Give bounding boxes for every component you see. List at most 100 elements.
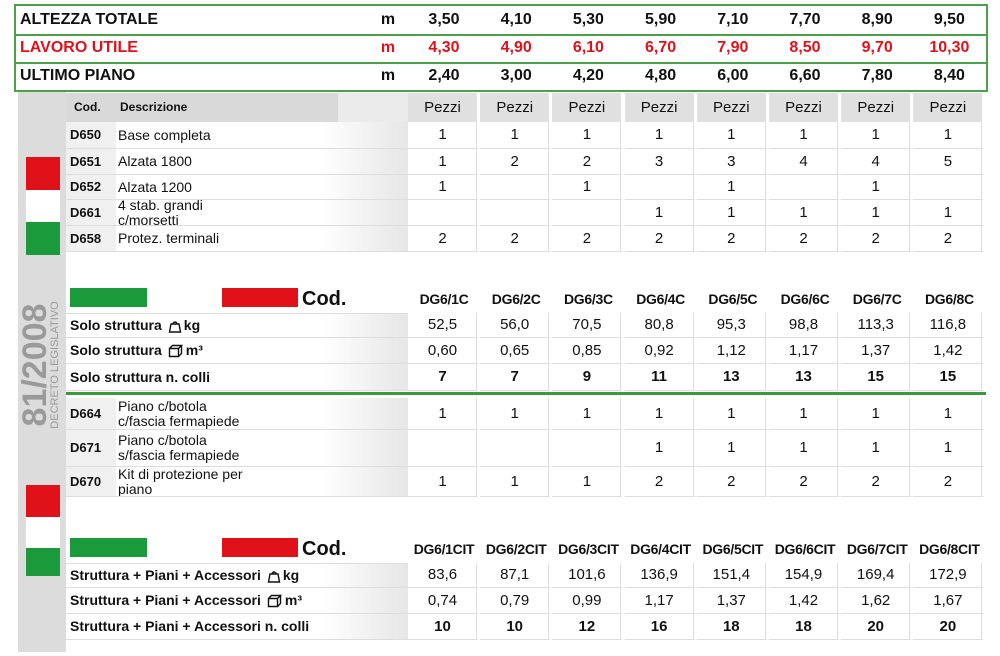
quantity: 3	[696, 149, 768, 175]
quantity: 1	[769, 200, 840, 226]
row-label-text: Solo struttura	[70, 342, 162, 359]
value: 83,6	[408, 563, 479, 588]
quantity	[480, 200, 552, 226]
value: 18	[696, 614, 768, 640]
header-value: 7,80	[861, 66, 893, 84]
flag-red-bar	[222, 288, 298, 307]
value: 0,79	[480, 588, 552, 614]
value: 0,92	[624, 338, 696, 364]
item-code: D651	[66, 149, 116, 175]
quantity	[624, 175, 696, 200]
flag-red	[26, 157, 60, 190]
header-unit: m	[380, 38, 396, 56]
row-label-text: Solo struttura n. colli	[70, 368, 211, 385]
product-code: DG6/1CIT	[413, 540, 475, 557]
item-description: Piano c/botola c/fascia fermapiede	[116, 398, 408, 430]
quantity: 2	[913, 226, 985, 252]
quantity: 1	[480, 122, 552, 149]
quantity: 2	[769, 226, 840, 252]
value: 52,5	[408, 313, 479, 338]
quantity: 2	[408, 226, 479, 252]
quantity: 2	[624, 467, 696, 497]
value: 0,60	[408, 338, 479, 364]
quantity: 1	[913, 200, 985, 226]
quantity: 1	[769, 398, 840, 430]
quantity: 3	[624, 149, 696, 175]
quantity: 1	[624, 122, 696, 149]
quantity: 1	[841, 122, 913, 149]
row-label: Solo struttura n. colli	[66, 364, 408, 391]
header-value: 4,90	[500, 38, 532, 56]
flag-red-bar	[222, 538, 298, 557]
value: 13	[696, 364, 768, 391]
value: 13	[769, 364, 840, 391]
product-code: DG6/2C	[491, 290, 541, 307]
quantity: 2	[552, 226, 624, 252]
quantity: 1	[408, 175, 479, 200]
value: 1,17	[769, 338, 840, 364]
item-code: D661	[66, 200, 116, 226]
quantity	[769, 175, 840, 200]
row-divider	[14, 62, 988, 64]
code-label: Cod.	[302, 287, 347, 310]
quantity	[480, 175, 552, 200]
value: 1,42	[913, 338, 985, 364]
flag-green-bar	[70, 538, 147, 557]
value: 1,67	[913, 588, 985, 614]
header-value: 8,40	[933, 66, 965, 84]
item-description: Protez. terminali	[116, 226, 408, 252]
quantity-header: Pezzi	[408, 93, 479, 122]
header-value: 10,30	[929, 38, 970, 56]
quantity: 1	[841, 200, 913, 226]
quantity: 1	[552, 175, 624, 200]
item-code: D658	[66, 226, 116, 252]
product-code: DG6/3CIT	[558, 540, 619, 557]
value: 95,3	[696, 313, 768, 338]
quantity: 2	[480, 226, 552, 252]
header-value: 5,30	[572, 10, 604, 28]
quantity	[408, 200, 479, 226]
header-unit: m	[380, 10, 396, 28]
product-code: DG6/8CIT	[919, 540, 980, 557]
product-code: DG6/6C	[780, 290, 830, 307]
quantity: 1	[408, 149, 479, 175]
quantity: 2	[552, 149, 624, 175]
quantity	[913, 175, 985, 200]
decree-label: DECRETO LEGISLATIVO	[49, 301, 61, 429]
value: 10	[408, 614, 479, 640]
quantity: 1	[480, 467, 552, 497]
quantity: 1	[552, 467, 624, 497]
quantity: 1	[408, 122, 479, 149]
quantity: 2	[913, 467, 985, 497]
quantity-header: Pezzi	[552, 93, 624, 122]
item-code: D670	[66, 467, 116, 497]
header-value: 6,60	[789, 66, 821, 84]
value: 80,8	[624, 313, 696, 338]
value: 7	[408, 364, 479, 391]
product-code: DG6/8C	[925, 290, 974, 307]
value: 15	[841, 364, 913, 391]
quantity-header: Pezzi	[841, 93, 913, 122]
decree: 81/2008 DECRETO LEGISLATIVO	[16, 265, 61, 465]
header-label: LAVORO UTILE	[20, 38, 138, 56]
row-label: Struttura + Piani + Accessori n. colli	[66, 614, 408, 640]
value: 20	[913, 614, 985, 640]
quantity: 5	[913, 149, 985, 175]
quantity: 1	[696, 398, 768, 430]
header-frame	[14, 4, 988, 92]
row-unit: kg	[282, 567, 300, 584]
value: 11	[624, 364, 696, 391]
quantity: 2	[769, 467, 840, 497]
item-code: D664	[66, 398, 116, 430]
value: 0,99	[552, 588, 624, 614]
product-code: DG6/4CIT	[630, 540, 691, 557]
item-description: 4 stab. grandi c/morsetti	[116, 200, 408, 226]
product-code: DG6/7C	[852, 290, 902, 307]
item-code: D652	[66, 175, 116, 200]
value: 1,62	[841, 588, 913, 614]
quantity	[408, 430, 479, 467]
row-label: Struttura + Piani + Accessori m³	[66, 588, 408, 614]
decree-number: 81/2008	[16, 303, 54, 427]
quantity: 1	[624, 200, 696, 226]
item-code: D671	[66, 430, 116, 467]
